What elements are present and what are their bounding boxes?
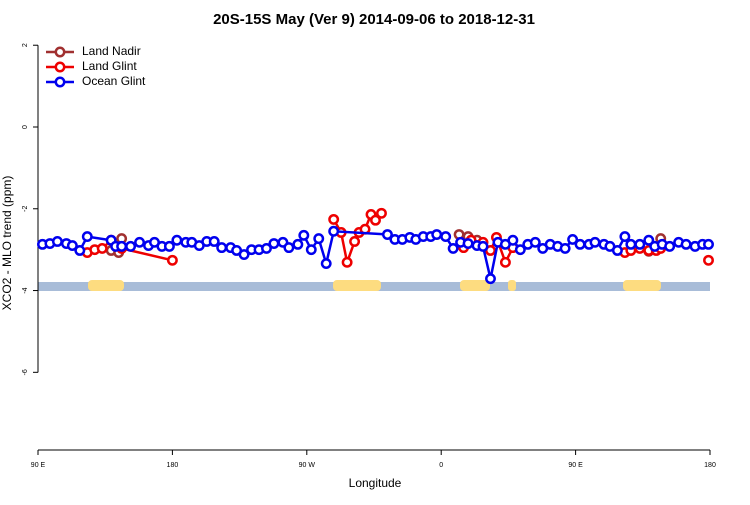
x-tick-label: 90 W (299, 462, 316, 469)
data-point (625, 238, 637, 250)
data-point (703, 254, 714, 266)
data-point (166, 254, 178, 266)
land-band (460, 280, 490, 291)
legend-marker (54, 46, 66, 58)
legend-label: Land Glint (82, 59, 137, 73)
data-point (134, 236, 145, 248)
data-point (477, 240, 489, 252)
data-point (81, 231, 93, 243)
land-band (88, 280, 124, 291)
data-point (567, 233, 579, 245)
data-point (238, 249, 250, 261)
data-point (462, 238, 474, 249)
data-point (381, 229, 393, 240)
land-ocean-band (38, 280, 710, 291)
data-point (51, 236, 63, 247)
data-point (376, 207, 387, 219)
chart-title: 20S-15S May (Ver 9) 2014-09-06 to 2018-1… (213, 11, 535, 28)
data-point (283, 242, 295, 254)
legend-marker (54, 61, 66, 73)
data-point (216, 242, 228, 254)
x-tick-label: 90 E (568, 462, 583, 469)
y-tick-label: 2 (22, 43, 29, 47)
data-point (328, 213, 340, 225)
x-tick-label: 180 (167, 462, 179, 469)
data-point (163, 240, 175, 252)
data-point (96, 242, 108, 254)
legend-label: Ocean Glint (82, 74, 146, 88)
legend-label: Land Nadir (82, 44, 141, 58)
data-point (589, 236, 601, 248)
data-point (507, 234, 519, 246)
data-point (619, 231, 631, 243)
data-point (66, 240, 78, 252)
x-tick-label: 90 E (31, 462, 46, 469)
data-point (268, 238, 280, 249)
data-point (703, 238, 714, 250)
y-tick-label: -6 (22, 369, 29, 375)
data-point (559, 242, 571, 254)
data-point (328, 225, 340, 237)
data-point (643, 234, 655, 246)
data-point (370, 214, 381, 226)
data-point (298, 229, 310, 241)
data-point (634, 238, 646, 250)
x-tick-label: 180 (704, 462, 716, 469)
data-point (611, 245, 623, 256)
x-axis-label: Longitude (349, 476, 402, 490)
land-band (508, 280, 516, 291)
data-point (664, 240, 676, 252)
legend-marker (54, 76, 66, 88)
y-tick-label: -2 (22, 206, 29, 212)
data-point (305, 244, 317, 256)
data-point (574, 238, 586, 250)
data-point (529, 236, 541, 248)
y-tick-label: 0 (22, 125, 29, 129)
data-point (208, 236, 220, 247)
y-tick-label: -4 (22, 287, 29, 293)
data-point (440, 231, 452, 243)
data-point (485, 273, 496, 285)
land-band (333, 280, 381, 291)
data-point (349, 236, 361, 247)
data-point (499, 256, 511, 268)
data-point (447, 242, 459, 254)
data-point (313, 233, 325, 245)
data-point (125, 240, 137, 252)
data-point (431, 229, 443, 240)
data-point (320, 258, 332, 270)
data-point (74, 245, 86, 256)
data-point (514, 244, 526, 256)
data-point (171, 234, 183, 246)
x-tick-label: 0 (439, 462, 443, 469)
data-point (680, 238, 692, 250)
data-point (261, 242, 272, 254)
data-point (292, 238, 304, 250)
y-axis-label: XCO2 - MLO trend (ppm) (0, 176, 14, 311)
data-point (116, 240, 128, 252)
land-band (623, 280, 661, 291)
data-point (341, 256, 353, 268)
